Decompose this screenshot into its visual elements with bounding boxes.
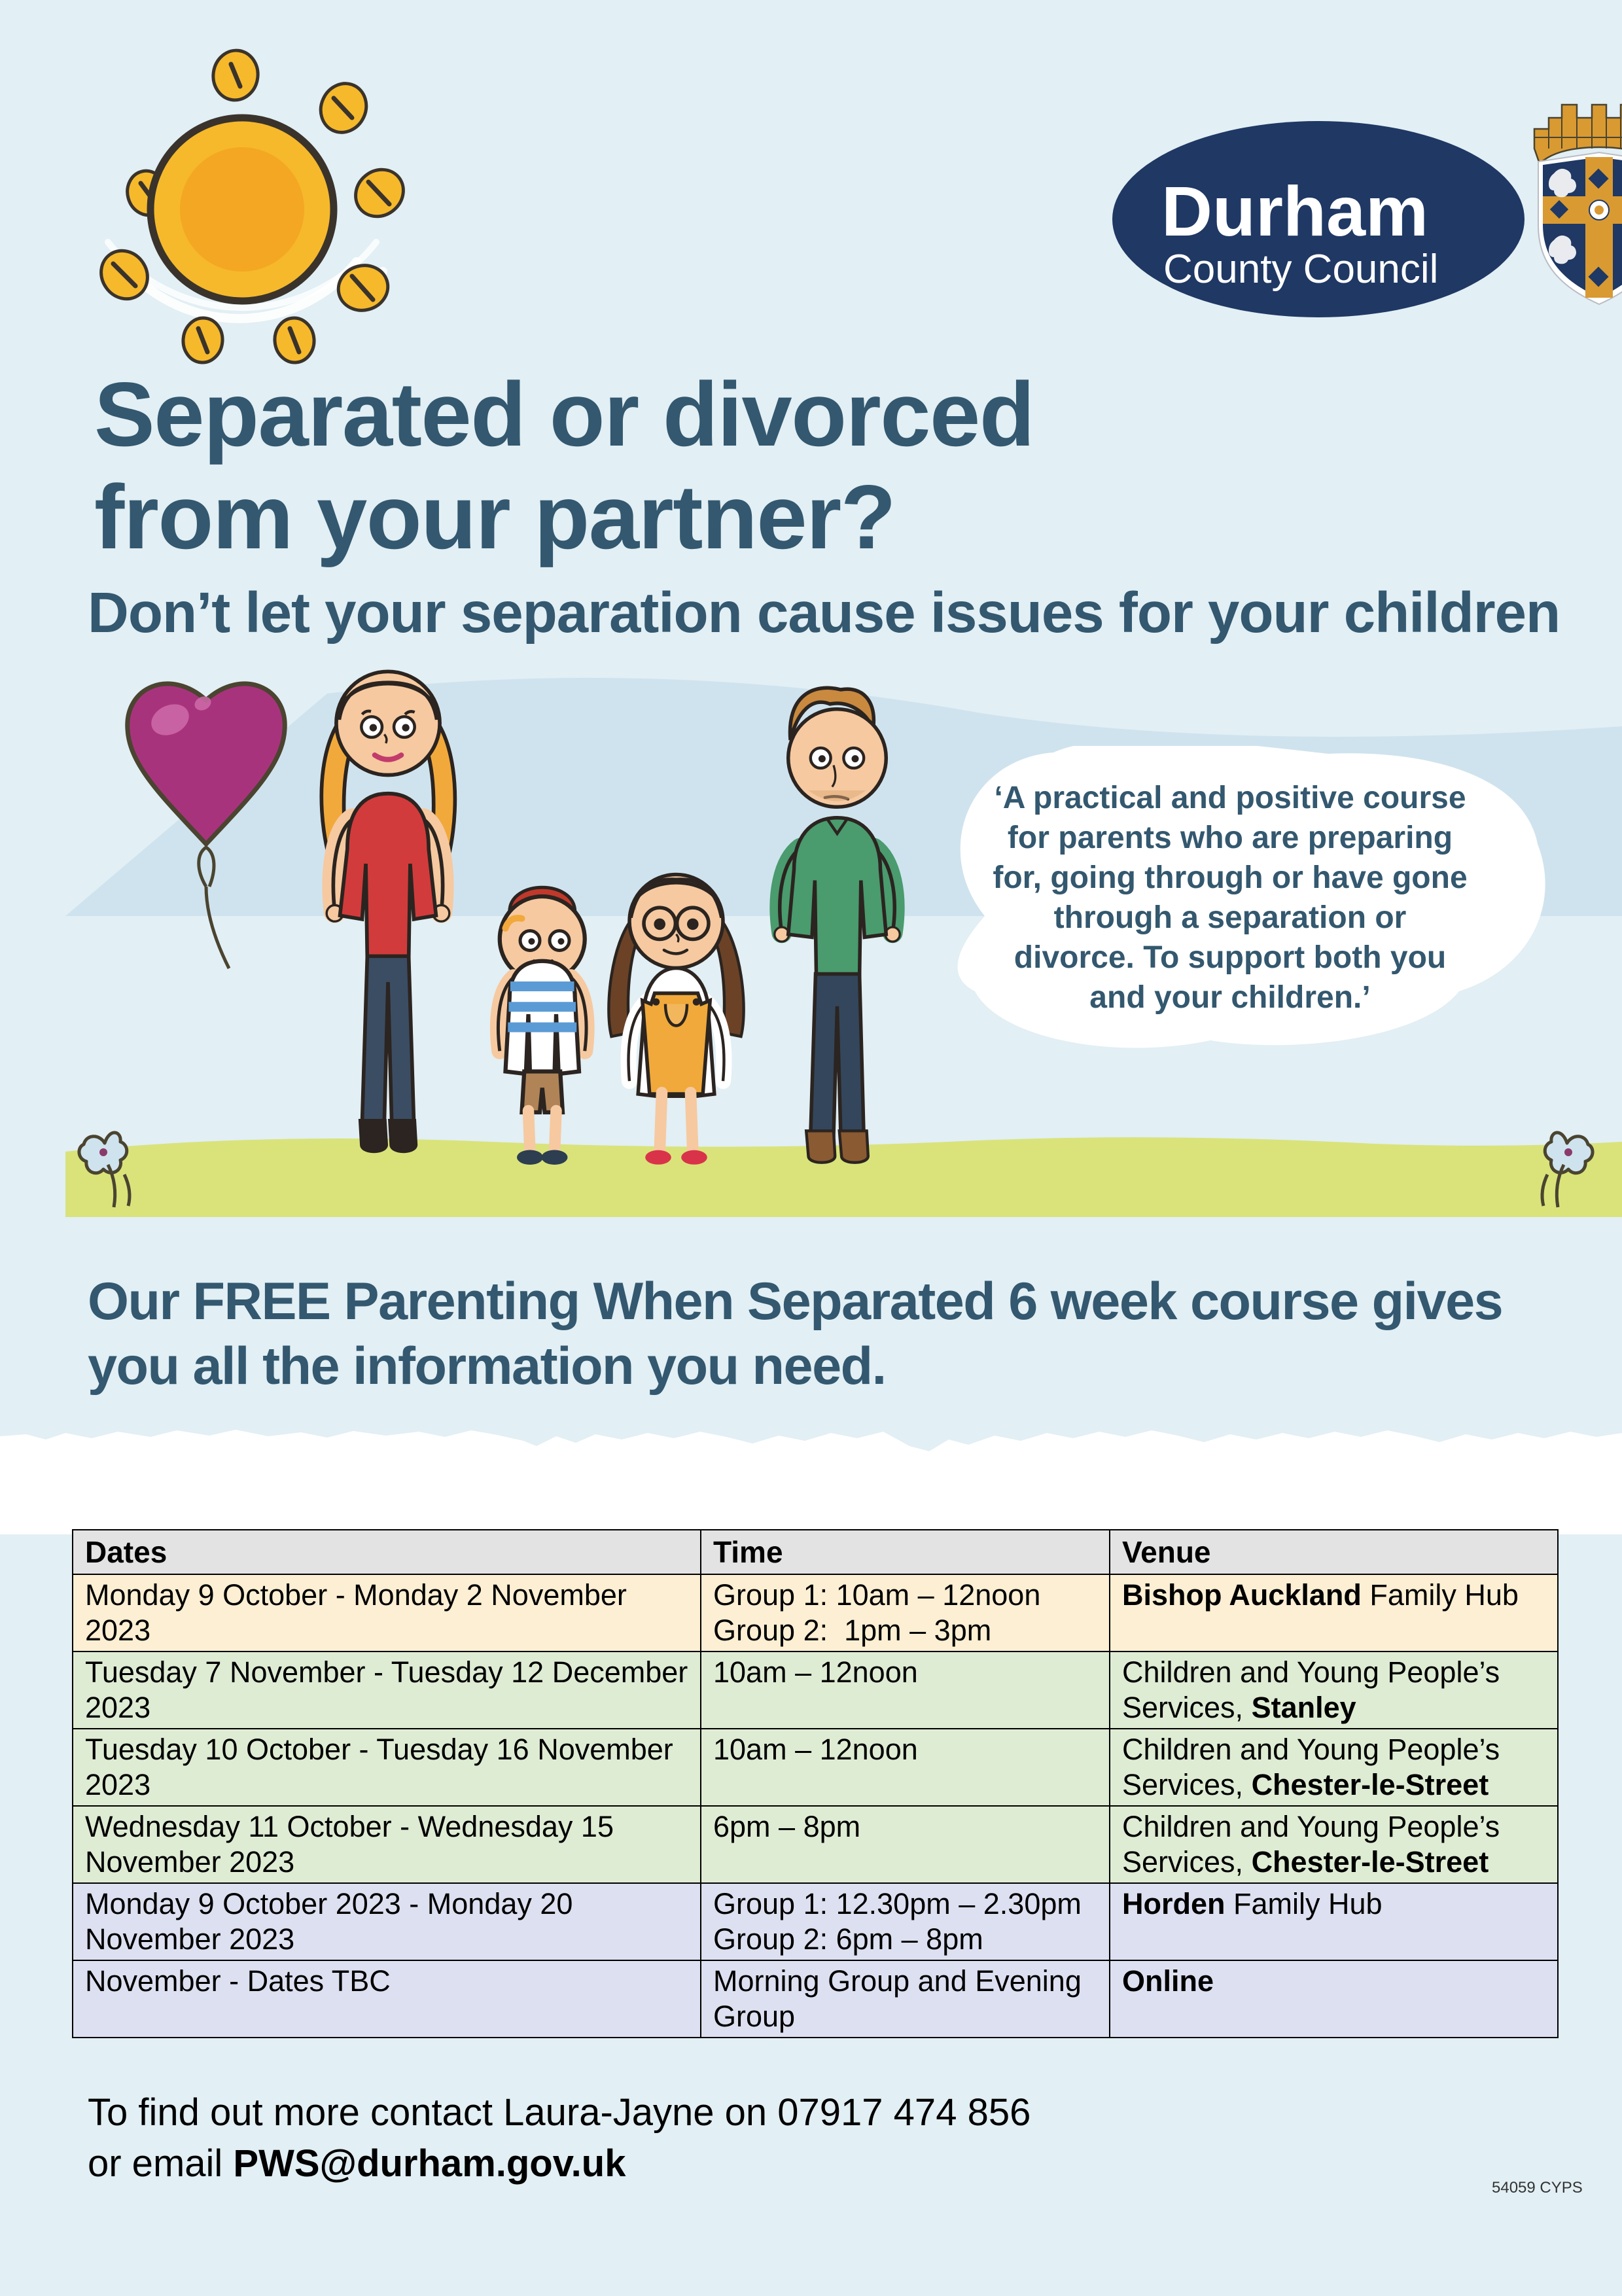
svg-text:Durham: Durham [1161, 171, 1428, 251]
svg-text:County Council: County Council [1163, 247, 1438, 292]
